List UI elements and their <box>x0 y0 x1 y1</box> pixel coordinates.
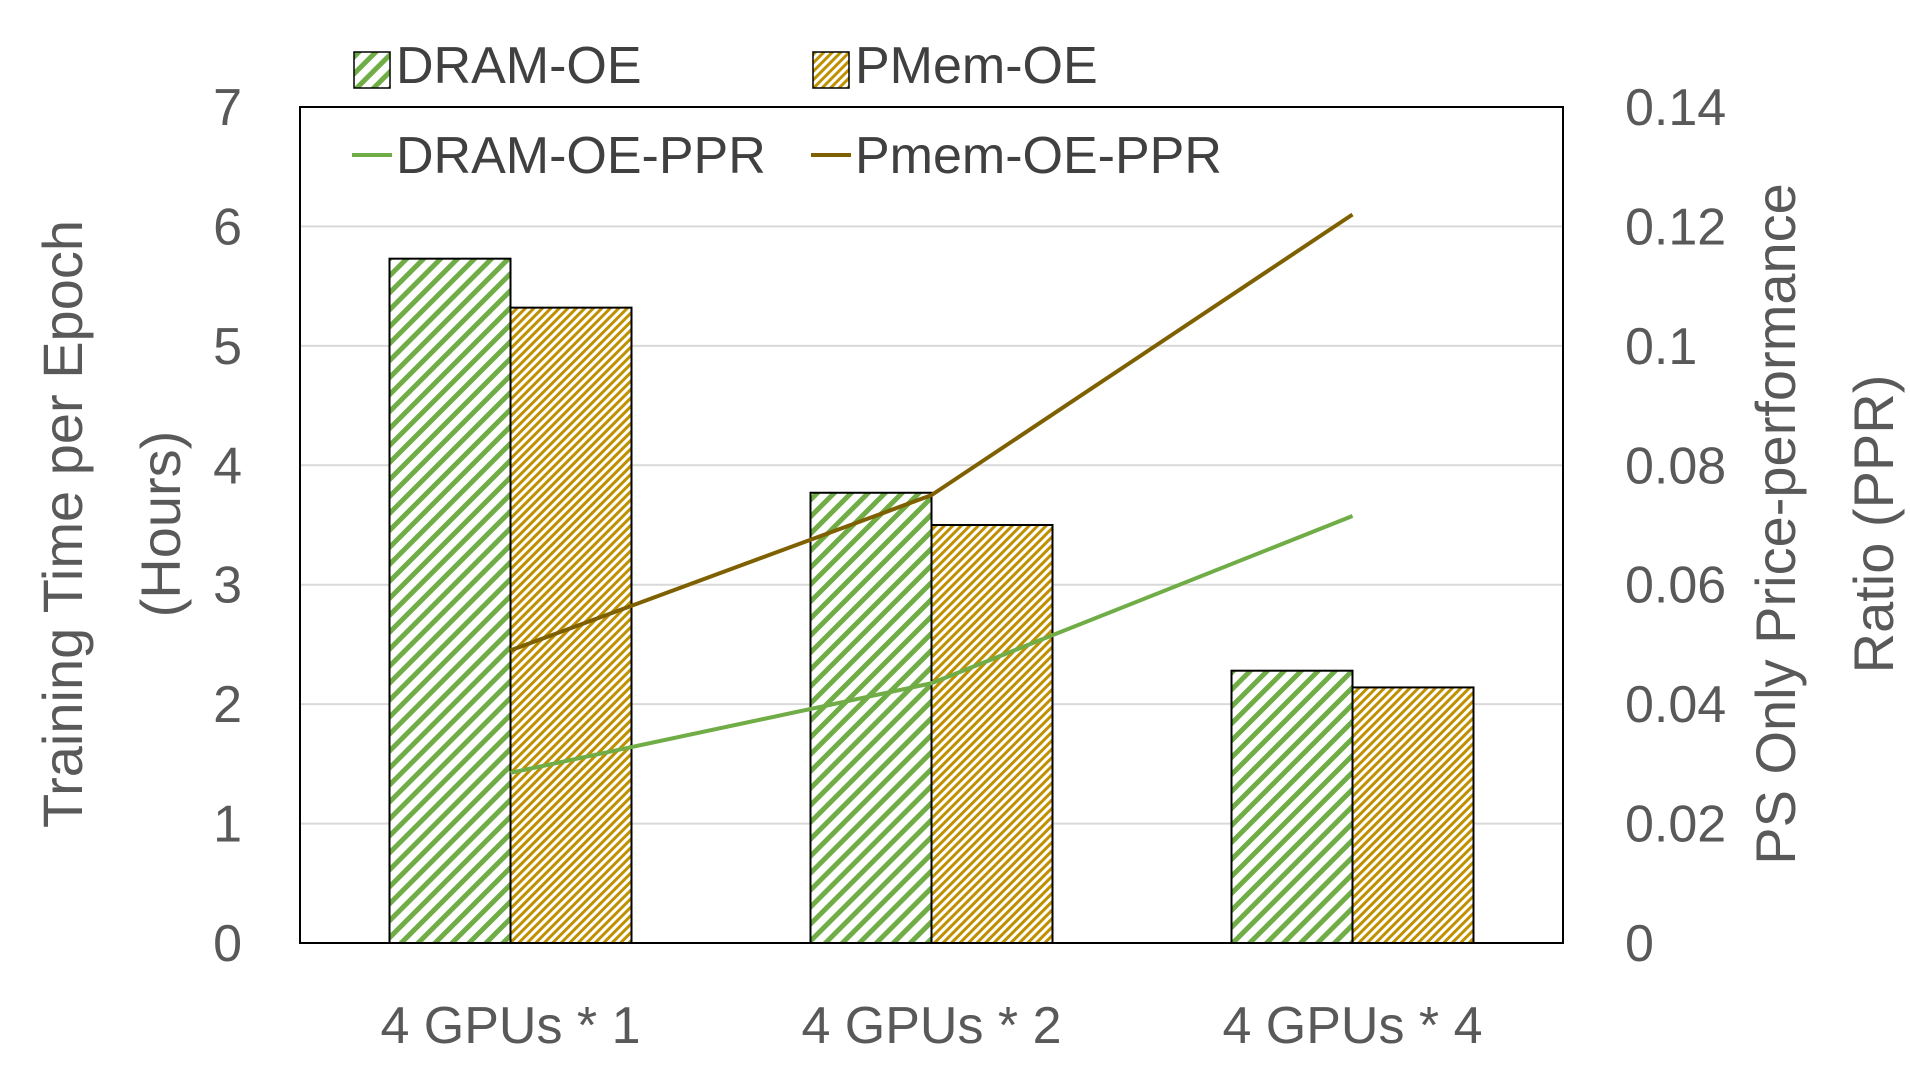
bars <box>388 257 1475 945</box>
x-tick-label: 4 GPUs * 2 <box>801 997 1061 1055</box>
y-tick-label: 0 <box>213 915 242 973</box>
bar-dram-oe-3 <box>1230 669 1354 945</box>
y-tick-label: 3 <box>213 557 242 615</box>
legend-label-dram-oe-ppr: DRAM-OE-PPR <box>396 127 766 185</box>
legend-swatch-pmem-oe <box>812 51 850 89</box>
y2-tick-label: 0.14 <box>1625 79 1726 137</box>
plot-area-border <box>299 106 1564 944</box>
y2-tick-label: 0 <box>1625 915 1654 973</box>
legend-label-pmem-oe-ppr: Pmem-OE-PPR <box>855 127 1222 185</box>
line-pmem-oe-ppr <box>509 212 1354 653</box>
bar-pmem-oe-3 <box>1351 686 1475 944</box>
y2-axis-title-line-2: Ratio (PPR) <box>1842 375 1905 674</box>
left-axis-ticks: 0 1 2 3 4 5 6 7 <box>213 79 242 973</box>
x-tick-label: 4 GPUs * 1 <box>380 997 640 1055</box>
x-axis-labels: 4 GPUs * 1 4 GPUs * 2 4 GPUs * 4 <box>380 997 1482 1055</box>
y-tick-label: 7 <box>213 79 242 137</box>
right-axis-ticks: 0 0.02 0.04 0.06 0.08 0.1 0.12 0.14 <box>1625 79 1726 973</box>
y2-tick-label: 0.02 <box>1625 796 1726 854</box>
x-tick-label: 4 GPUs * 4 <box>1222 997 1482 1055</box>
y-tick-label: 4 <box>213 437 242 495</box>
y-tick-label: 6 <box>213 198 242 256</box>
y2-tick-label: 0.04 <box>1625 676 1726 734</box>
y-axis-title-line-2: (Hours) <box>129 431 192 618</box>
bar-pmem-oe-2 <box>930 524 1054 944</box>
y-axis-title-line-1: Training Time per Epoch <box>31 220 94 828</box>
ppr-lines <box>509 212 1354 775</box>
legend-label-dram-oe: DRAM-OE <box>396 37 642 95</box>
y2-axis-title-line-1: PS Only Price-performance <box>1744 183 1807 865</box>
legend: DRAM-OE PMem-OE DRAM-OE-PPR Pmem-OE-PPR <box>352 37 1222 185</box>
legend-swatch-dram-oe <box>353 51 391 89</box>
bar-pmem-oe-1 <box>509 306 633 944</box>
legend-label-pmem-oe: PMem-OE <box>855 37 1098 95</box>
y-tick-label: 1 <box>213 796 242 854</box>
y2-tick-label: 0.1 <box>1625 318 1697 376</box>
line-dram-oe-ppr <box>510 514 1354 775</box>
y2-tick-label: 0.12 <box>1625 198 1726 256</box>
y-tick-label: 2 <box>213 676 242 734</box>
y2-tick-label: 0.08 <box>1625 437 1726 495</box>
bar-dram-oe-1 <box>388 257 512 945</box>
y2-tick-label: 0.06 <box>1625 557 1726 615</box>
bar-dram-oe-2 <box>809 491 933 944</box>
y-tick-label: 5 <box>213 318 242 376</box>
